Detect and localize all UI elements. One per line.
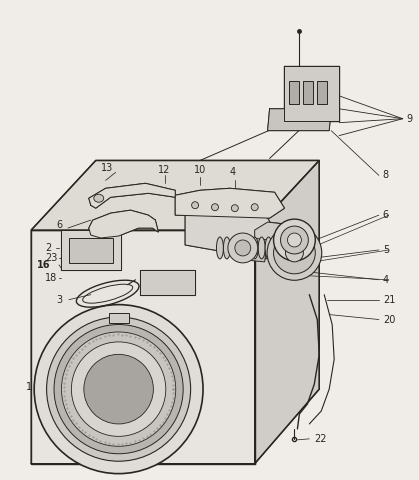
Text: 4: 4	[383, 275, 389, 285]
Polygon shape	[175, 188, 285, 218]
Polygon shape	[185, 210, 277, 252]
Text: 6: 6	[383, 210, 389, 220]
Text: 16: 16	[37, 260, 51, 270]
Ellipse shape	[54, 324, 183, 454]
Ellipse shape	[251, 204, 258, 211]
Ellipse shape	[228, 233, 258, 263]
Ellipse shape	[62, 332, 176, 446]
Ellipse shape	[34, 305, 203, 474]
Polygon shape	[69, 238, 113, 263]
Polygon shape	[268, 109, 331, 131]
Ellipse shape	[285, 244, 303, 262]
Polygon shape	[290, 81, 300, 104]
Polygon shape	[109, 312, 129, 323]
Text: 6: 6	[56, 220, 62, 230]
Polygon shape	[285, 66, 339, 120]
Ellipse shape	[287, 233, 301, 247]
Ellipse shape	[231, 204, 238, 212]
Polygon shape	[89, 183, 175, 208]
Text: 12: 12	[158, 166, 171, 175]
Text: 5: 5	[383, 245, 389, 255]
Ellipse shape	[230, 237, 237, 259]
Ellipse shape	[244, 237, 251, 259]
Text: 3: 3	[56, 295, 62, 305]
Polygon shape	[255, 222, 309, 260]
Text: 22: 22	[314, 434, 327, 444]
Ellipse shape	[217, 237, 223, 259]
Text: 9: 9	[407, 114, 413, 124]
Polygon shape	[317, 81, 327, 104]
Ellipse shape	[71, 342, 166, 436]
Ellipse shape	[267, 226, 322, 280]
Ellipse shape	[258, 237, 265, 259]
Ellipse shape	[47, 317, 191, 461]
Text: 18: 18	[45, 273, 57, 283]
Ellipse shape	[94, 194, 104, 202]
Polygon shape	[255, 160, 319, 464]
Text: 2: 2	[45, 243, 52, 253]
Ellipse shape	[274, 219, 315, 261]
Ellipse shape	[281, 226, 308, 254]
Text: 21: 21	[383, 295, 395, 305]
Ellipse shape	[279, 237, 286, 259]
Ellipse shape	[223, 237, 230, 259]
Polygon shape	[140, 270, 195, 295]
Text: 10: 10	[194, 166, 206, 175]
Polygon shape	[245, 237, 268, 262]
Polygon shape	[31, 230, 255, 464]
Ellipse shape	[265, 237, 272, 259]
Ellipse shape	[286, 237, 293, 259]
Ellipse shape	[212, 204, 218, 211]
Text: 1: 1	[26, 382, 32, 392]
Ellipse shape	[274, 232, 315, 274]
Text: 20: 20	[383, 314, 395, 324]
Polygon shape	[303, 81, 313, 104]
Polygon shape	[89, 210, 158, 238]
Ellipse shape	[251, 237, 258, 259]
Text: 13: 13	[101, 163, 113, 173]
Ellipse shape	[235, 240, 251, 256]
Ellipse shape	[237, 237, 244, 259]
Ellipse shape	[272, 237, 279, 259]
Text: 8: 8	[383, 170, 389, 180]
Text: 23: 23	[45, 253, 57, 263]
Polygon shape	[31, 160, 319, 230]
Ellipse shape	[84, 354, 153, 424]
Text: 4: 4	[230, 168, 236, 178]
Polygon shape	[61, 230, 121, 270]
Ellipse shape	[191, 202, 199, 209]
